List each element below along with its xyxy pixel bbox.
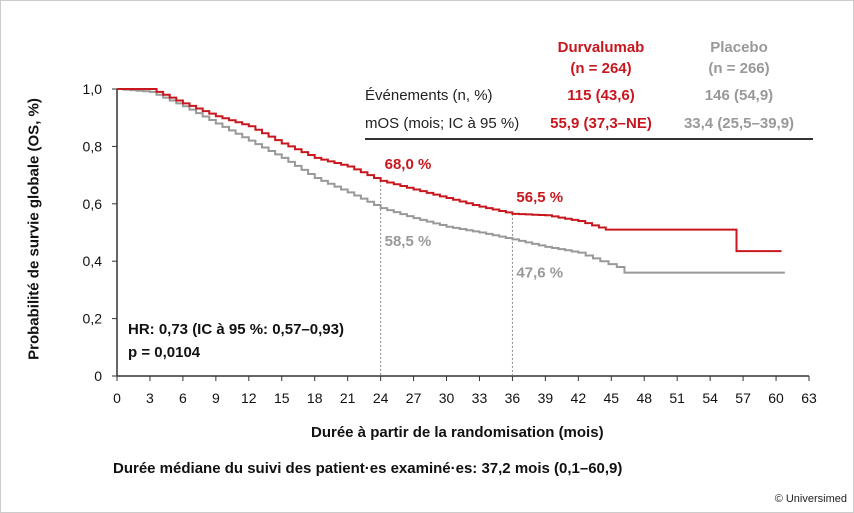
x-tick-label: 54 — [702, 390, 718, 406]
durvalumab-n: (n = 264) — [570, 60, 632, 77]
x-tick-label: 3 — [146, 390, 154, 406]
landmark-label: 56,5 % — [516, 189, 563, 206]
x-tick-label: 18 — [307, 390, 323, 406]
x-tick-label: 0 — [113, 390, 121, 406]
durvalumab-name: Durvalumab — [557, 39, 645, 56]
placebo-header: Placebo (n = 266) — [674, 37, 804, 79]
x-tick-label: 39 — [538, 390, 554, 406]
placebo-name: Placebo — [710, 39, 768, 56]
table-row-events: Événements (n, %) 115 (43,6) 146 (54,9) — [365, 87, 773, 104]
x-tick-label: 42 — [571, 390, 587, 406]
x-axis-label: Durée à partir de la randomisation (mois… — [311, 424, 604, 441]
p-value: p = 0,0104 — [128, 344, 201, 361]
footnote: Durée médiane du suivi des patient·es ex… — [113, 460, 623, 477]
x-tick-label: 30 — [439, 390, 455, 406]
x-tick-label: 9 — [212, 390, 220, 406]
x-tick-label: 57 — [735, 390, 751, 406]
y-tick-label: 0,4 — [83, 253, 103, 269]
x-tick-label: 12 — [241, 390, 257, 406]
x-tick-label: 51 — [669, 390, 685, 406]
curve-placebo — [117, 88, 785, 274]
x-tick-label: 15 — [274, 390, 290, 406]
copyright: © Universimed — [774, 493, 847, 505]
row-label: mOS (mois; IC à 95 %) — [365, 115, 520, 132]
durvalumab-events: 115 (43,6) — [567, 87, 635, 104]
x-tick-label: 60 — [768, 390, 784, 406]
durvalumab-header: Durvalumab (n = 264) — [531, 37, 671, 79]
x-tick-label: 36 — [505, 390, 521, 406]
x-tick-label: 45 — [603, 390, 619, 406]
hazard-ratio: HR: 0,73 (IC à 95 %: 0,57–0,93) — [128, 321, 344, 338]
x-tick-label: 27 — [406, 390, 422, 406]
y-tick-label: 0,8 — [83, 138, 103, 154]
x-tick-label: 21 — [340, 390, 356, 406]
curve-durvalumab — [117, 88, 782, 253]
landmark-label: 68,0 % — [385, 156, 432, 173]
x-tick-label: 24 — [373, 390, 389, 406]
placebo-n: (n = 266) — [708, 60, 770, 77]
x-tick-label: 48 — [636, 390, 652, 406]
x-tick-label: 63 — [801, 390, 817, 406]
y-tick-label: 0,2 — [83, 311, 103, 327]
y-tick-label: 0 — [94, 368, 102, 384]
landmark-label: 47,6 % — [516, 264, 563, 281]
y-tick-label: 0,6 — [83, 196, 103, 212]
landmark-label: 58,5 % — [385, 233, 432, 250]
x-tick-label: 6 — [179, 390, 187, 406]
table-row-mos: mOS (mois; IC à 95 %) 55,9 (37,3–NE) 33,… — [365, 115, 794, 132]
x-tick-label: 33 — [472, 390, 488, 406]
table-rule — [365, 138, 813, 140]
durvalumab-mos: 55,9 (37,3–NE) — [550, 115, 652, 132]
placebo-mos: 33,4 (25,5–39,9) — [683, 115, 795, 132]
row-label: Événements (n, %) — [365, 87, 493, 104]
y-tick-label: 1,0 — [83, 81, 103, 97]
y-axis-label: Probabilité de survie globale (OS, %) — [25, 98, 43, 360]
placebo-events: 146 (54,9) — [704, 87, 774, 104]
